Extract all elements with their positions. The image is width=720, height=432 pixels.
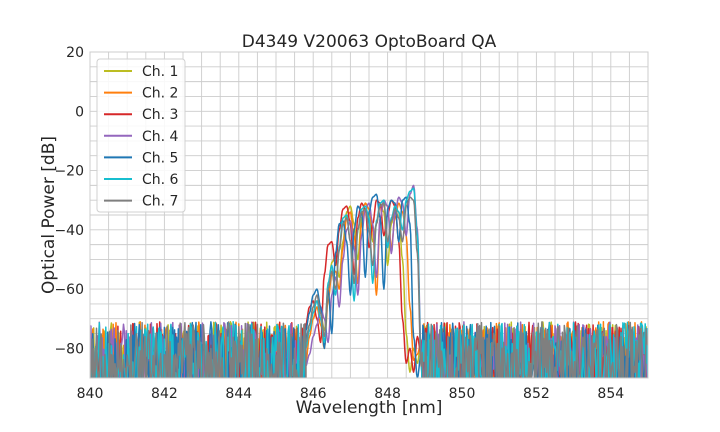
legend-label: Ch. 2: [142, 86, 178, 102]
y-axis-label: Optical Power [dB]: [39, 136, 59, 294]
x-tick-label: 842: [151, 386, 178, 402]
chart-title: D4349 V20063 OptoBoard QA: [242, 32, 497, 52]
y-tick-label: 0: [75, 104, 84, 120]
y-tick-label: −20: [54, 164, 84, 180]
legend-label: Ch. 5: [142, 150, 178, 166]
series-line-ch7: [90, 196, 648, 378]
x-tick-label: 852: [523, 386, 550, 402]
series-lines: [90, 184, 648, 378]
y-tick-label: −40: [54, 223, 84, 239]
plot-frame: [89, 51, 649, 379]
legend-box: [96, 58, 186, 213]
legend-label: Ch. 4: [142, 129, 179, 145]
y-tick-label: −60: [54, 282, 84, 298]
x-tick-label: 850: [449, 386, 476, 402]
legend-label: Ch. 3: [142, 107, 178, 123]
legend-label: Ch. 7: [142, 194, 178, 210]
x-axis-label: Wavelength [nm]: [296, 398, 443, 418]
legend-label: Ch. 6: [142, 172, 179, 188]
x-tick-label: 848: [374, 386, 401, 402]
legend-label: Ch. 1: [142, 64, 178, 80]
y-tick-label: 20: [66, 45, 84, 61]
legend: Ch. 1 Ch. 2 Ch. 3 Ch. 4 Ch. 5 Ch. 6 Ch. 7: [96, 58, 186, 213]
x-tick-label: 846: [300, 386, 327, 402]
x-tick-label: 854: [597, 386, 624, 402]
x-tick-labels: 840 842 844 846 848 850 852 854: [77, 386, 625, 402]
x-tick-label: 844: [225, 386, 252, 402]
x-tick-label: 840: [77, 386, 104, 402]
y-tick-labels: 20 0 −20 −40 −60 −80: [54, 45, 84, 357]
y-tick-label: −80: [54, 341, 84, 357]
